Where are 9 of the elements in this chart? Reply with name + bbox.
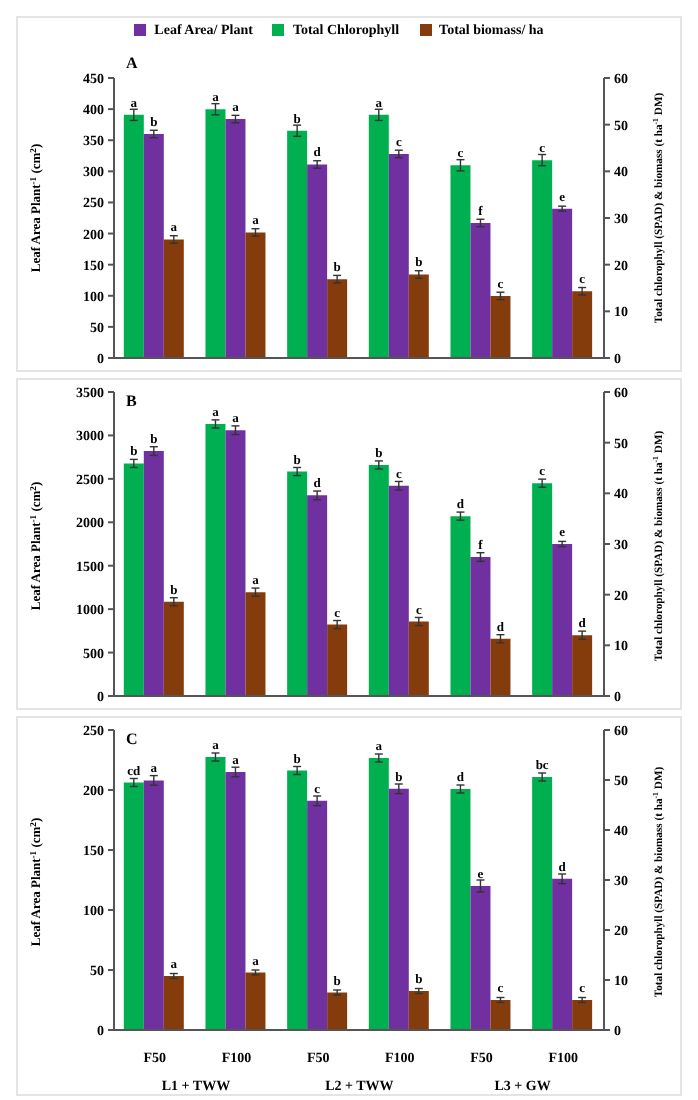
bar (245, 972, 266, 1030)
bar (408, 991, 429, 1030)
bar (163, 976, 184, 1030)
bar (327, 992, 348, 1030)
bar (490, 1000, 511, 1030)
bar (572, 1000, 593, 1030)
chart-title: A (126, 54, 138, 72)
chart-title: C (126, 730, 138, 748)
chart-title: B (126, 392, 137, 410)
